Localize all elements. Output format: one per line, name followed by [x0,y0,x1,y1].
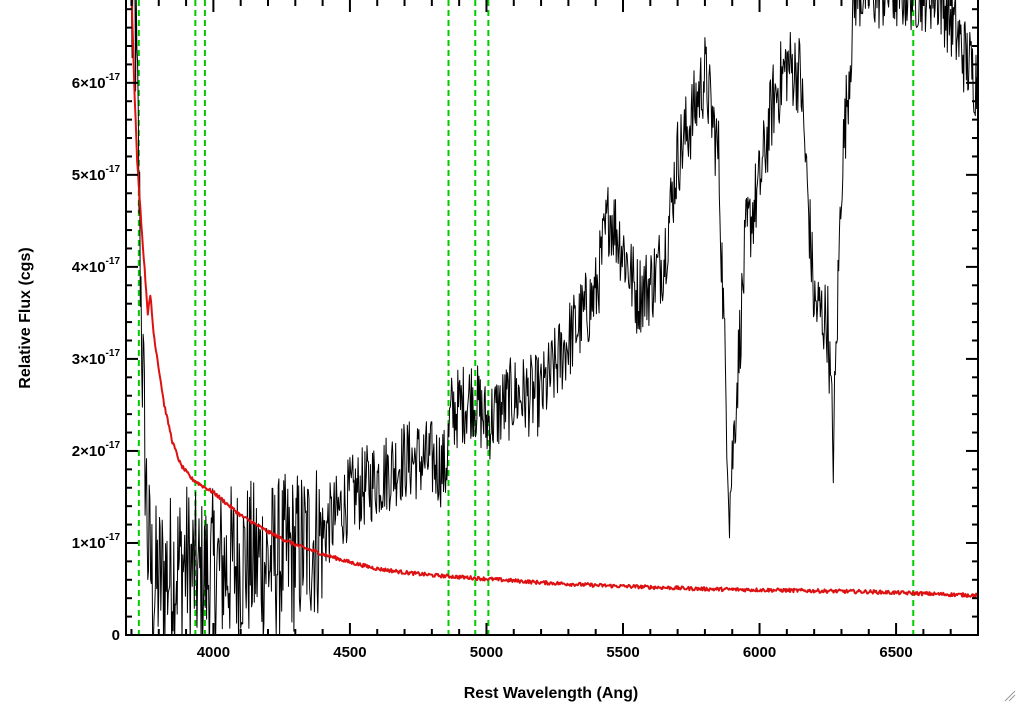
resize-grip-icon[interactable] [1004,690,1016,702]
plot-frame [125,0,979,636]
x-tick-label: 6000 [743,644,776,661]
x-tick-labels: 4000 4500 5000 5500 6000 6500 [197,644,913,661]
spectrum-series-line [131,0,978,635]
y-tick-label: 3×10-17 [72,348,121,368]
series-layer [130,0,978,635]
x-axis-label: Rest Wavelength (Ang) [464,685,639,702]
x-tick-label: 5500 [606,644,639,661]
y-tick-label: 6×10-17 [72,72,121,92]
x-tick-label: 6500 [879,644,912,661]
y-tick-labels: 0 1×10-17 2×10-17 3×10-17 4×10-17 5×10-17 6×10… [72,72,121,644]
y-tick-label: 0 [112,627,120,644]
x-tick-label: 4000 [197,644,230,661]
y-tick-label: 4×10-17 [72,256,121,276]
reference-lines [137,0,915,635]
y-axis-label: Relative Flux (cgs) [17,247,34,388]
y-tick-label: 2×10-17 [72,440,121,460]
x-tick-label: 4500 [333,644,366,661]
y-tick-label: 1×10-17 [72,532,121,552]
y-tick-label: 5×10-17 [72,164,121,184]
x-tick-label: 5000 [470,644,503,661]
error-series-line [130,0,978,598]
